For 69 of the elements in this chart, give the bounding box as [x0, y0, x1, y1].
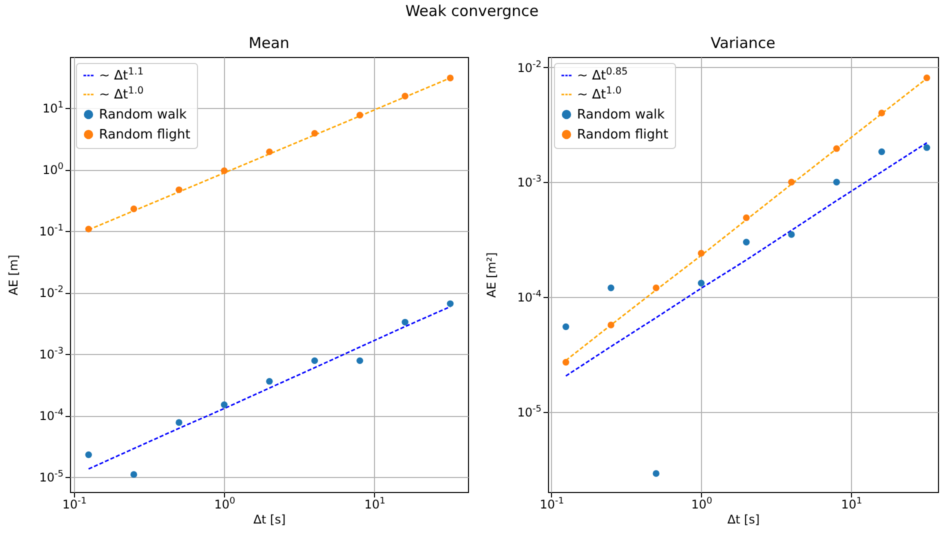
point	[220, 167, 228, 174]
x-tick-label: 10$^{0}$	[691, 496, 712, 512]
point	[85, 226, 92, 232]
legend-label: ∼ Δt$^{0.85}$	[577, 66, 628, 84]
x-axis-title: Δt [s]	[253, 512, 286, 526]
point	[652, 470, 660, 477]
y-axis-title: AE [m]	[6, 254, 20, 296]
point	[402, 92, 408, 100]
y-tick-label: 10$^{-5}$	[39, 469, 64, 484]
legend-label: Random walk	[99, 108, 188, 122]
chart-title: Variance	[710, 34, 776, 52]
point	[562, 323, 570, 330]
y-tick-label: 10$^{-5}$	[517, 404, 542, 420]
chart-title: Mean	[248, 34, 290, 52]
point	[923, 144, 930, 151]
y-tick-label: 10$^{-4}$	[517, 289, 542, 304]
text: Weak convergnce	[404, 1, 540, 22]
legend-label: ∼ Δt$^{1.0}$	[577, 85, 622, 102]
point	[311, 130, 318, 137]
x-tick-label: 10$^{1}$	[841, 496, 862, 512]
point	[788, 231, 795, 238]
point	[266, 148, 273, 156]
point	[311, 357, 318, 364]
y-axis-title: AE [m²]	[484, 252, 498, 298]
point	[562, 358, 570, 366]
point	[176, 419, 182, 426]
point	[130, 471, 138, 478]
point	[266, 378, 273, 385]
legend-label: Random walk	[577, 108, 666, 122]
point	[833, 145, 840, 152]
point	[652, 284, 660, 292]
point	[85, 451, 92, 458]
point	[878, 148, 886, 156]
y-tick-label: 10$^{1}$	[42, 100, 64, 116]
point	[833, 178, 840, 186]
point	[220, 401, 228, 408]
point	[608, 284, 614, 292]
point	[446, 74, 454, 82]
legend-label: Random flight	[577, 128, 668, 142]
point	[878, 110, 886, 116]
point	[742, 214, 750, 222]
point	[176, 186, 182, 194]
y-tick-label: 10$^{-3}$	[39, 346, 64, 362]
x-tick-label: 10$^{1}$	[364, 496, 386, 512]
y-tick-label: 10$^{-4}$	[39, 408, 64, 424]
x-tick-label: 10$^{-1}$	[62, 496, 87, 512]
x-axis-title: Δt [s]	[727, 512, 760, 526]
point	[356, 112, 364, 118]
point	[402, 318, 408, 326]
point	[356, 357, 364, 364]
point	[788, 178, 795, 186]
y-tick-label: 10$^{0}$	[42, 162, 64, 178]
line-series	[565, 142, 928, 377]
point	[698, 280, 705, 286]
legend-label: ∼ Δt$^{1.1}$	[99, 66, 144, 84]
point	[130, 206, 138, 212]
y-tick-label: 10$^{-2}$	[517, 60, 542, 75]
point	[698, 250, 705, 257]
y-tick-label: 10$^{-2}$	[39, 285, 64, 300]
y-tick-label: 10$^{-3}$	[517, 174, 542, 190]
legend-label: Random flight	[99, 128, 190, 142]
x-tick-label: 10$^{-1}$	[540, 496, 564, 512]
point	[608, 322, 614, 328]
legend-label: ∼ Δt$^{1.0}$	[99, 85, 144, 102]
y-tick-label: 10$^{-1}$	[39, 224, 64, 239]
x-tick-label: 10$^{0}$	[214, 496, 236, 512]
point	[923, 74, 930, 82]
point	[742, 238, 750, 246]
point	[446, 300, 454, 308]
